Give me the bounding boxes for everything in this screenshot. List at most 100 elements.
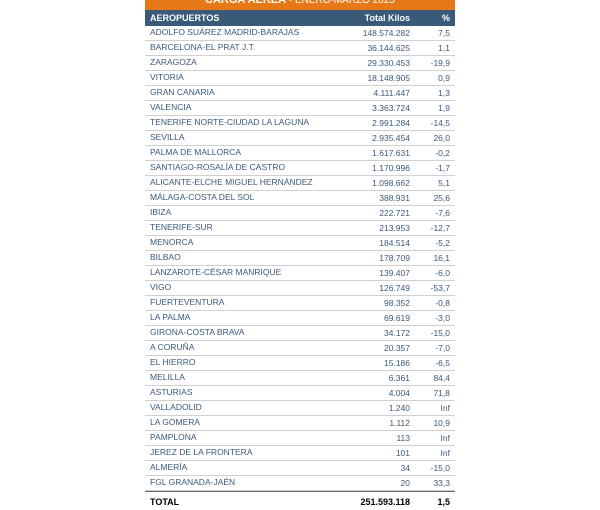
cell-kilos: 2.935.454	[345, 131, 415, 145]
cell-kilos: 4.004	[345, 386, 415, 400]
table-row: JEREZ DE LA FRONTERA101Inf	[145, 446, 455, 461]
cargo-table: CARGA AÉREA - ENERO-MARZO 2023 AEROPUERT…	[145, 0, 455, 510]
cell-kilos: 139.407	[345, 266, 415, 280]
cell-kilos: 101	[345, 446, 415, 460]
table-row: MELILLA6.36184,4	[145, 371, 455, 386]
title-sub: - ENERO-MARZO 2023	[286, 0, 395, 6]
total-label: TOTAL	[145, 494, 345, 510]
cell-percent: Inf	[415, 401, 455, 415]
table-row: MENORCA184.514-5,2	[145, 236, 455, 251]
cell-airport: LA PALMA	[145, 311, 345, 324]
cell-percent: -0,8	[415, 296, 455, 310]
cell-kilos: 213.953	[345, 221, 415, 235]
table-row: IBIZA222.721-7,6	[145, 206, 455, 221]
table-row: GIRONA-COSTA BRAVA34.172-15,0	[145, 326, 455, 341]
table-row: PAMPLONA113Inf	[145, 431, 455, 446]
cell-kilos: 1.098.662	[345, 176, 415, 190]
header-kilos: Total Kilos	[345, 10, 415, 26]
cell-kilos: 20.357	[345, 341, 415, 355]
cell-percent: 26,0	[415, 131, 455, 145]
cell-percent: -14,5	[415, 116, 455, 130]
cell-kilos: 2.991.284	[345, 116, 415, 130]
table-row: FUERTEVENTURA98.352-0,8	[145, 296, 455, 311]
table-row: TENERIFE NORTE-CIUDAD LA LAGUNA2.991.284…	[145, 116, 455, 131]
cell-airport: BILBAO	[145, 251, 345, 264]
cell-airport: ZARAGOZA	[145, 56, 345, 69]
table-row: SEVILLA2.935.45426,0	[145, 131, 455, 146]
cell-percent: -6,0	[415, 266, 455, 280]
cell-percent: -7,6	[415, 206, 455, 220]
cell-airport: EL HIERRO	[145, 356, 345, 369]
cell-percent: 84,4	[415, 371, 455, 385]
cell-kilos: 6.361	[345, 371, 415, 385]
cell-percent: -15,0	[415, 326, 455, 340]
table-row: BARCELONA-EL PRAT J.T.36.144.6251,1	[145, 41, 455, 56]
cell-percent: -1,7	[415, 161, 455, 175]
cell-percent: -53,7	[415, 281, 455, 295]
cell-kilos: 69.619	[345, 311, 415, 325]
table-row: TENERIFE-SUR213.953-12,7	[145, 221, 455, 236]
cell-airport: SANTIAGO-ROSALÍA DE CASTRO	[145, 161, 345, 174]
table-row: GRAN CANARIA4.111.4471,3	[145, 86, 455, 101]
cell-percent: 25,6	[415, 191, 455, 205]
cell-airport: ALMERÍA	[145, 461, 345, 474]
cell-kilos: 126.749	[345, 281, 415, 295]
cell-airport: PAMPLONA	[145, 431, 345, 444]
cell-airport: TENERIFE NORTE-CIUDAD LA LAGUNA	[145, 116, 345, 129]
cell-airport: VALENCIA	[145, 101, 345, 114]
cell-kilos: 98.352	[345, 296, 415, 310]
table-row: LA GOMERA1.11210,9	[145, 416, 455, 431]
cell-percent: 71,8	[415, 386, 455, 400]
cell-kilos: 388.931	[345, 191, 415, 205]
table-row: VALENCIA3.363.7241,9	[145, 101, 455, 116]
cell-percent: 33,3	[415, 476, 455, 490]
cell-percent: Inf	[415, 431, 455, 445]
table-row: EL HIERRO15.186-6,5	[145, 356, 455, 371]
cell-kilos: 4.111.447	[345, 86, 415, 100]
cell-airport: LA GOMERA	[145, 416, 345, 429]
cell-airport: MÁLAGA-COSTA DEL SOL	[145, 191, 345, 204]
table-row: ZARAGOZA29.330.453-19,9	[145, 56, 455, 71]
cell-kilos: 29.330.453	[345, 56, 415, 70]
cell-airport: VALLADOLID	[145, 401, 345, 414]
cell-kilos: 34.172	[345, 326, 415, 340]
cell-percent: -5,2	[415, 236, 455, 250]
cell-percent: Inf	[415, 446, 455, 460]
cell-kilos: 36.144.625	[345, 41, 415, 55]
cell-kilos: 178.709	[345, 251, 415, 265]
cell-airport: VITORIA	[145, 71, 345, 84]
cell-percent: -12,7	[415, 221, 455, 235]
cell-airport: JEREZ DE LA FRONTERA	[145, 446, 345, 459]
table-row: PALMA DE MALLORCA1.617.631-0,2	[145, 146, 455, 161]
cell-percent: 1,3	[415, 86, 455, 100]
cell-percent: -6,5	[415, 356, 455, 370]
table-row: VIGO126.749-53,7	[145, 281, 455, 296]
header-percent: %	[415, 10, 455, 26]
cell-airport: PALMA DE MALLORCA	[145, 146, 345, 159]
cell-kilos: 1.112	[345, 416, 415, 430]
table-row: LA PALMA69.619-3,0	[145, 311, 455, 326]
table-row: BILBAO178.70916,1	[145, 251, 455, 266]
header-airports: AEROPUERTOS	[145, 10, 345, 26]
cell-airport: MELILLA	[145, 371, 345, 384]
total-kilos: 251.593.118	[345, 494, 415, 510]
cell-kilos: 3.363.724	[345, 101, 415, 115]
cell-airport: ADOLFO SUÁREZ MADRID-BARAJAS	[145, 26, 345, 39]
table-row: FGL GRANADA-JAÉN2033,3	[145, 476, 455, 491]
total-row: TOTAL 251.593.118 1,5	[145, 491, 455, 510]
cell-percent: 10,9	[415, 416, 455, 430]
table-body: ADOLFO SUÁREZ MADRID-BARAJAS148.574.282 7…	[145, 26, 455, 491]
cell-kilos: 113	[345, 431, 415, 445]
cell-percent: -15,0	[415, 461, 455, 475]
cell-percent: -0,2	[415, 146, 455, 160]
cell-airport: MENORCA	[145, 236, 345, 249]
cell-kilos: 222.721	[345, 206, 415, 220]
cell-kilos: 1.617.631	[345, 146, 415, 160]
cell-kilos: 148.574.282	[345, 26, 415, 40]
cell-kilos: 1.240	[345, 401, 415, 415]
table-row: MÁLAGA-COSTA DEL SOL388.93125,6	[145, 191, 455, 206]
cell-percent: 1,1	[415, 41, 455, 55]
cell-kilos: 18.148.905	[345, 71, 415, 85]
cell-percent: -3,0	[415, 311, 455, 325]
cell-airport: SEVILLA	[145, 131, 345, 144]
